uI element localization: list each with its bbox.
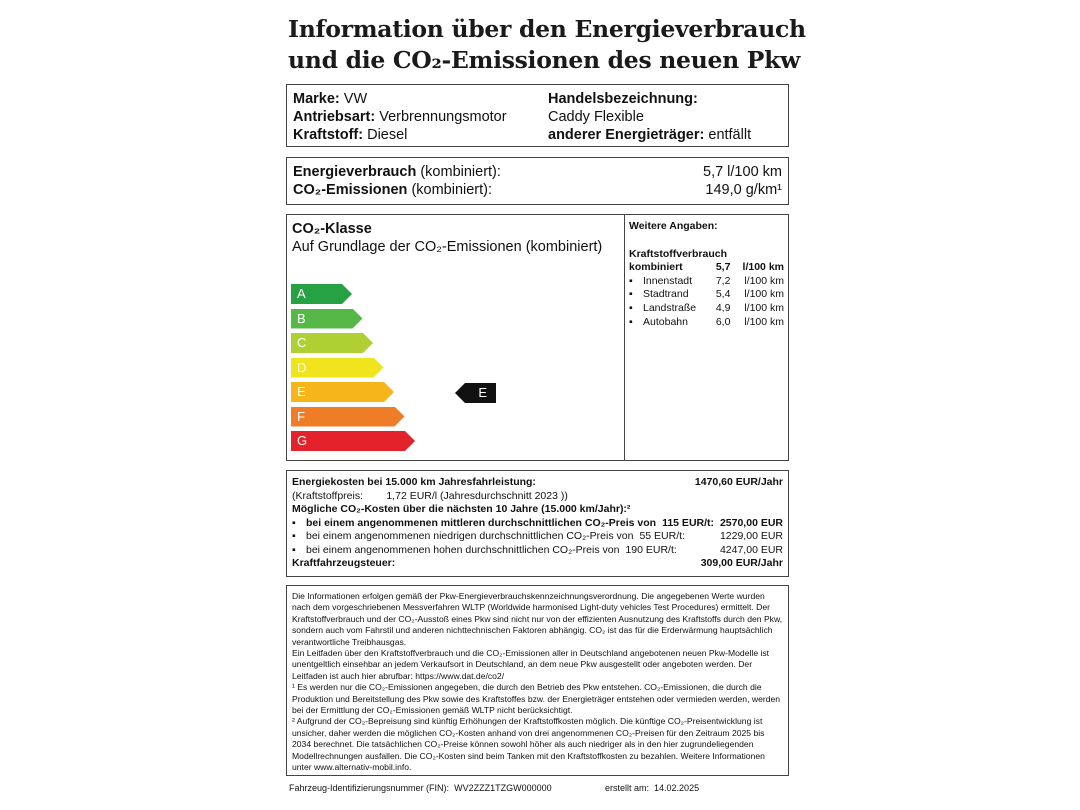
co2-class-bar-f: F: [291, 407, 405, 427]
consumption-row: ▪ Autobahn 6,0 l/100 km: [629, 316, 784, 330]
vehicle-box: Marke: VW Antriebsart: Verbrennungsmotor…: [286, 84, 789, 147]
row-value: 4247,00 EUR: [719, 543, 783, 556]
handel-label: Handelsbezeichnung:: [548, 91, 698, 107]
co2-suffix: (kombiniert):: [411, 182, 493, 198]
kraftstoff-label: Kraftstoff:: [293, 127, 364, 143]
co2-cost-row: ▪ bei einem angenommenen hohen durchschni…: [292, 544, 783, 558]
unit: l/100 km: [742, 261, 784, 273]
co2-cost-row: ▪ bei einem angenommenen niedrigen durchs…: [292, 530, 783, 544]
item-label: Innenstadt: [643, 274, 693, 287]
footer: Fahrzeug-Identifizierungsnummer (FIN): W…: [289, 783, 552, 794]
bullet-icon: ▪: [292, 530, 296, 542]
steuer-label: Kraftfahrzeugsteuer:: [292, 557, 396, 569]
footnote-2: ² Aufgrund der CO₂-Bepreisung sind künft…: [292, 716, 765, 773]
consumption-row: ▪ Innenstadt 7,2 l/100 km: [629, 275, 784, 289]
co2-class-box: CO₂-Klasse Auf Grundlage der CO₂-Emissio…: [286, 214, 789, 461]
co2-class-bar-g: G: [291, 431, 415, 451]
title-line-2: und die CO₂-Emissionen des neuen Pkw: [288, 46, 801, 74]
divider: [624, 215, 625, 460]
co2-class-bar-e: E: [291, 382, 394, 402]
kombiniert-label: kombiniert: [629, 261, 683, 273]
marke-label: Marke:: [293, 91, 340, 107]
fin: WV2ZZZ1TZGW000000: [454, 783, 552, 793]
note-1: Die Informationen erfolgen gemäß der Pkw…: [292, 591, 783, 647]
kraftstoff: Diesel: [367, 127, 408, 143]
preis-label: (Kraftstoffpreis:: [292, 489, 363, 502]
co2-value: 149,0 g/km¹: [705, 182, 782, 198]
item-value: 7,2: [715, 274, 731, 287]
fin-label: Fahrzeug-Identifizierungsnummer (FIN):: [289, 783, 450, 793]
energie-value: 5,7 l/100 km: [703, 164, 782, 180]
bullet-icon: ▪: [629, 315, 633, 328]
preis-value: 1,72 EUR/l (Jahresdurchschnitt 2023 )): [386, 489, 568, 502]
row-price: 115 EUR/t:: [662, 516, 715, 529]
row-value: 1229,00 EUR: [719, 530, 783, 542]
notes-box: Die Informationen erfolgen gemäß der Pkw…: [286, 585, 789, 776]
co2-class-bar-d: D: [291, 358, 384, 378]
consumption-row: ▪ Landstraße 4,9 l/100 km: [629, 302, 784, 316]
row-label: bei einem angenommenen hohen durchschnit…: [306, 543, 620, 556]
item-label: Landstraße: [643, 302, 697, 315]
antrieb-label: Antriebsart:: [293, 109, 376, 125]
costs-box: Energiekosten bei 15.000 km Jahresfahrle…: [286, 470, 789, 577]
title-line-1: Information über den Energieverbrauch: [288, 15, 806, 43]
co2-class-bar-c: C: [291, 333, 373, 353]
date-label: erstellt am:: [605, 783, 650, 793]
co2-class-bar-a: A: [291, 284, 352, 304]
co2-label: CO₂-Emissionen: [293, 182, 408, 198]
item-value: 6,0: [715, 315, 731, 328]
co2-class-bar-b: B: [291, 309, 363, 329]
bullet-icon: ▪: [629, 302, 633, 315]
bullet-icon: ▪: [629, 288, 633, 301]
item-unit: l/100 km: [744, 288, 784, 301]
item-label: Autobahn: [643, 315, 688, 328]
antrieb: Verbrennungsmotor: [379, 109, 507, 125]
page-title: Information über den Energieverbrauch un…: [288, 14, 806, 76]
co2-costs-heading: Mögliche CO₂-Kosten über die nächsten 10…: [292, 503, 631, 515]
anderer: entfällt: [708, 127, 752, 143]
bullet-icon: ▪: [292, 543, 296, 556]
energie-suffix: (kombiniert):: [420, 164, 501, 180]
item-label: Stadtrand: [643, 288, 689, 301]
steuer-value: 309,00 EUR/Jahr: [700, 557, 783, 569]
bullet-icon: ▪: [292, 516, 296, 529]
item-unit: l/100 km: [744, 302, 784, 315]
marke: VW: [343, 91, 368, 107]
energie-label: Energieverbrauch: [293, 164, 417, 180]
row-price: 55 EUR/t:: [639, 530, 685, 542]
co2-class-subtitle: Auf Grundlage der CO₂-Emissionen (kombin…: [292, 239, 603, 255]
weitere-kombiniert-row: kombiniert 5,7 l/100 km: [629, 261, 784, 275]
row-label: bei einem angenommenen mittleren durchsc…: [306, 516, 657, 529]
co2-cost-row: ▪ bei einem angenommenen mittleren durchs…: [292, 517, 783, 531]
row-price: 190 EUR/t:: [625, 543, 677, 556]
consumption-box: Energieverbrauch (kombiniert): 5,7 l/100 …: [286, 157, 789, 205]
item-unit: l/100 km: [744, 274, 784, 287]
item-value: 4,9: [715, 302, 731, 315]
weitere-heading: Kraftstoffverbrauch: [629, 247, 728, 260]
row-value: 2570,00 EUR: [719, 516, 783, 529]
footnote-1: ¹ Es werden nur die CO₂-Emissionen angeg…: [292, 682, 781, 716]
energiekosten-value: 1470,60 EUR/Jahr: [694, 476, 783, 488]
energiekosten-label: Energiekosten bei 15.000 km Jahresfahrle…: [292, 476, 536, 488]
note-2: Ein Leitfaden über den Kraftstoffverbrau…: [292, 648, 770, 681]
date: 14.02.2025: [654, 783, 700, 793]
co2-class-title: CO₂-Klasse: [292, 221, 372, 237]
row-label: bei einem angenommenen niedrigen durchsc…: [306, 530, 634, 542]
date-block: erstellt am: 14.02.2025: [605, 783, 699, 794]
bullet-icon: ▪: [629, 274, 633, 287]
consumption-row: ▪ Stadtrand 5,4 l/100 km: [629, 288, 784, 302]
kombiniert-value: 5,7: [715, 261, 731, 273]
weitere-title: Weitere Angaben:: [629, 220, 718, 232]
current-class-indicator: E: [455, 383, 496, 403]
handel: Caddy Flexible: [548, 109, 644, 125]
item-unit: l/100 km: [744, 315, 784, 328]
item-value: 5,4: [715, 288, 731, 301]
anderer-label: anderer Energieträger:: [548, 127, 705, 143]
